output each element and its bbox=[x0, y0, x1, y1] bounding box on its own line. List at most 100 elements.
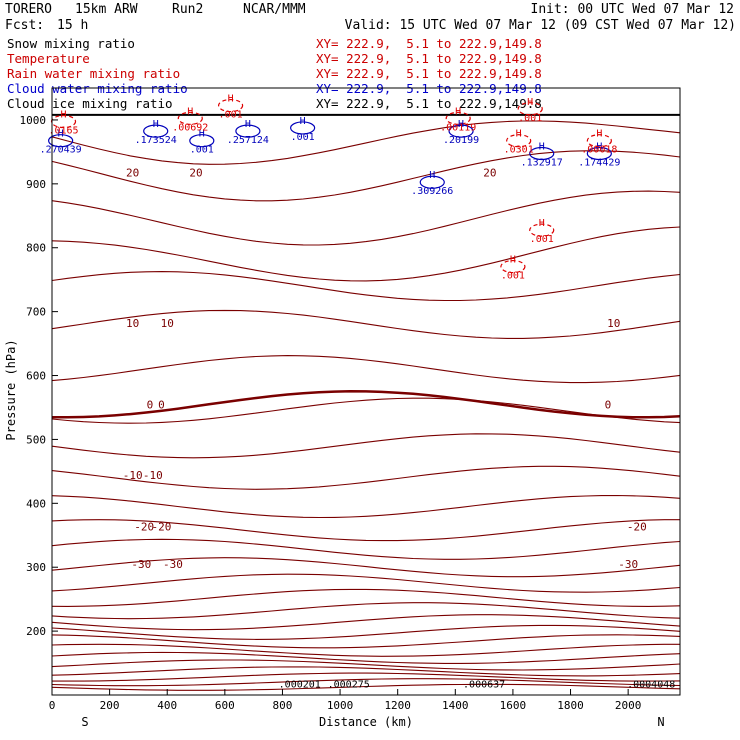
rain-max-value: .001 bbox=[219, 110, 243, 121]
cloud-contour bbox=[235, 124, 261, 138]
isotherm-line bbox=[51, 433, 681, 459]
isotherm-line bbox=[51, 397, 681, 424]
cloud-max-value: .001 bbox=[190, 145, 214, 156]
isotherm-label: 20 bbox=[483, 166, 496, 179]
y-tick-label: 700 bbox=[26, 306, 46, 319]
rain-max-marker: H bbox=[510, 255, 516, 266]
isotherm-label: 10 bbox=[161, 317, 174, 330]
x-end-north: N bbox=[657, 715, 664, 729]
cloud-contours bbox=[48, 121, 612, 189]
isotherm-label: -20 bbox=[627, 520, 647, 533]
y-axis-label: Pressure (hPa) bbox=[4, 339, 18, 440]
rain-contour bbox=[529, 223, 555, 237]
cloud-contour bbox=[189, 134, 215, 148]
model-run: Run2 bbox=[172, 2, 204, 17]
field-rain: Rain water mixing ratio bbox=[7, 66, 181, 81]
x-tick-label: 1200 bbox=[384, 699, 411, 712]
isotherm-line bbox=[51, 465, 681, 490]
upper-value-label: .000201 bbox=[279, 679, 321, 690]
cloud-max-marker: H bbox=[153, 119, 159, 130]
isotherm-line bbox=[51, 226, 681, 282]
rain-max-value: .001 bbox=[530, 234, 554, 245]
cloud-contour bbox=[586, 146, 612, 161]
model-name: TORERO bbox=[5, 2, 52, 17]
cloud-max-value: .001 bbox=[291, 132, 315, 143]
isotherm-line bbox=[51, 190, 681, 246]
cloud-max-marker: H bbox=[58, 129, 64, 140]
rain-max-value: .00692 bbox=[172, 122, 208, 133]
isotherm-line bbox=[51, 678, 681, 687]
rain-max-value: .0301 bbox=[504, 145, 534, 156]
isotherm-line bbox=[52, 672, 681, 682]
rain-contour bbox=[517, 102, 543, 116]
rain-contour bbox=[500, 259, 526, 274]
cloud-max-marker: H bbox=[199, 129, 205, 140]
model-org: NCAR/MMM bbox=[243, 2, 306, 17]
isotherm-label: -10 bbox=[123, 469, 143, 482]
model-resolution: 15km ARW bbox=[75, 2, 138, 17]
cloud-max-marker: H bbox=[458, 119, 464, 130]
forecast-hour: 15 h bbox=[57, 18, 89, 33]
field-temperature-xy: XY= 222.9, 5.1 to 222.9,149.8 bbox=[316, 51, 542, 66]
y-tick-label: 300 bbox=[26, 561, 46, 574]
rain-max-marker: H bbox=[61, 110, 67, 121]
x-tick-label: 1400 bbox=[442, 699, 469, 712]
rain-max-marker: H bbox=[539, 218, 545, 229]
cloud-max-value: .270439 bbox=[40, 145, 82, 156]
rain-contour bbox=[218, 98, 244, 113]
y-tick-label: 600 bbox=[26, 370, 46, 383]
x-tick-label: 1000 bbox=[327, 699, 354, 712]
cloud-contour bbox=[143, 124, 169, 138]
isotherm-label: 10 bbox=[126, 317, 139, 330]
init-time: Init: 00 UTC Wed 07 Mar 12 bbox=[530, 2, 735, 17]
field-temperature: Temperature bbox=[7, 51, 90, 66]
y-tick-label: 1000 bbox=[20, 114, 47, 127]
upper-value-label: .000275 bbox=[328, 679, 370, 690]
cloud-max-marker: H bbox=[429, 170, 435, 181]
upper-value-label: .0004048 bbox=[627, 679, 675, 690]
isotherm-line bbox=[51, 355, 681, 384]
y-tick-label: 200 bbox=[26, 625, 46, 638]
isotherm-label: -30 bbox=[618, 558, 638, 571]
valid-time: Valid: 15 UTC Wed 07 Mar 12 (09 CST Wed … bbox=[344, 18, 736, 33]
forecast-label: Fcst: bbox=[5, 18, 45, 33]
isotherm-line bbox=[51, 120, 681, 165]
cloud-max-marker: H bbox=[300, 116, 306, 127]
rain-max-value: .00119 bbox=[440, 122, 476, 133]
field-snow-xy: XY= 222.9, 5.1 to 222.9,149.8 bbox=[316, 36, 542, 51]
rain-max-marker: H bbox=[228, 94, 234, 105]
cloud-contour bbox=[419, 175, 445, 189]
rain-contour bbox=[506, 134, 532, 148]
plot-frame bbox=[51, 87, 681, 696]
rain-max-marker: H bbox=[187, 106, 193, 117]
isotherm-line bbox=[51, 271, 681, 302]
x-tick-label: 400 bbox=[157, 699, 177, 712]
isotherm-line bbox=[51, 666, 681, 677]
cloud-max-value: .20199 bbox=[443, 135, 479, 146]
isotherm-label: 20 bbox=[189, 166, 202, 179]
x-tick-label: 1800 bbox=[557, 699, 584, 712]
isotherm-line bbox=[51, 390, 681, 419]
field-cloud-ice: Cloud ice mixing ratio bbox=[7, 96, 173, 111]
isotherm-line bbox=[51, 683, 681, 691]
rain-max-marker: H bbox=[596, 129, 602, 140]
y-tick-label: 400 bbox=[26, 497, 46, 510]
cloud-max-value: .132917 bbox=[521, 157, 563, 168]
field-cloud-ice-xy: XY= 222.9, 5.1 to 222.9,149.8 bbox=[316, 96, 542, 111]
isotherm-line bbox=[51, 519, 680, 542]
cloud-max-value: .173524 bbox=[135, 135, 177, 146]
rain-max-marker: H bbox=[516, 129, 522, 140]
isotherm-label: 20 bbox=[126, 166, 139, 179]
isotherm-label: -10 bbox=[143, 469, 163, 482]
isotherm-line bbox=[51, 588, 681, 607]
cloud-contour bbox=[290, 121, 316, 135]
rain-max-value: .0165 bbox=[48, 126, 78, 137]
isotherm-label: 0 bbox=[158, 398, 165, 411]
x-end-south: S bbox=[81, 715, 88, 729]
isotherm-line bbox=[51, 309, 681, 339]
isotherm-label: -30 bbox=[163, 558, 183, 571]
rain-contour bbox=[177, 111, 203, 125]
cloud-max-marker: H bbox=[245, 119, 251, 130]
